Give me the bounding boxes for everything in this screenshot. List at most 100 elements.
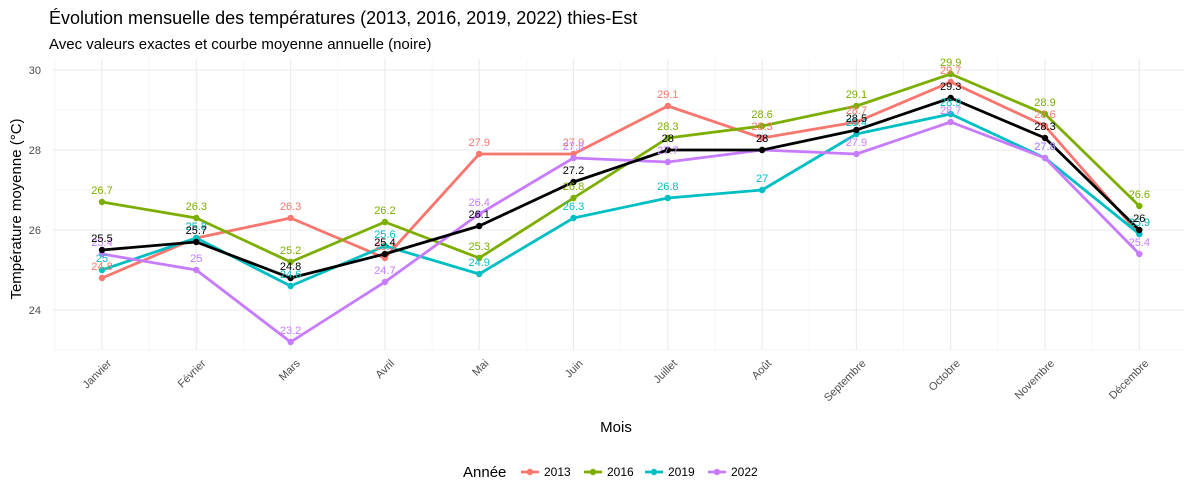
data-label-2016: 29.9 xyxy=(940,57,961,69)
data-label-2013: 24.8 xyxy=(91,261,112,273)
data-label-2019: 25.6 xyxy=(374,229,395,241)
legend-title: Année xyxy=(463,464,506,481)
data-point-mean xyxy=(287,274,294,282)
data-point-2016 xyxy=(287,258,294,266)
data-label-mean: 28.5 xyxy=(846,113,867,125)
data-label-2019: 24.6 xyxy=(280,269,301,281)
data-point-mean xyxy=(758,146,766,154)
data-point-2019 xyxy=(947,110,954,118)
data-label-2016: 26.2 xyxy=(374,205,395,217)
data-label-2016: 28.3 xyxy=(657,121,678,133)
legend-key-point xyxy=(526,468,534,476)
data-point-2013 xyxy=(98,274,106,282)
data-point-2016 xyxy=(1136,202,1143,210)
series-line-mean xyxy=(101,96,1141,280)
data-point-mean xyxy=(664,146,671,154)
data-label-2019: 27.8 xyxy=(1034,141,1055,153)
data-label-2013: 26.3 xyxy=(280,201,301,213)
legend-label: 2019 xyxy=(668,465,695,479)
x-tick-label: Janvier xyxy=(81,357,115,391)
data-point-mean xyxy=(476,222,483,230)
data-label-2013: 27.9 xyxy=(468,137,489,149)
data-label-mean: 25.5 xyxy=(91,233,112,245)
data-label-2019: 27 xyxy=(756,173,768,185)
legend-label: 2022 xyxy=(731,465,758,479)
data-label-2022: 25 xyxy=(190,253,202,265)
data-point-2019 xyxy=(664,194,671,202)
data-label-2013: 28.6 xyxy=(1034,109,1055,121)
data-label-2019: 25.8 xyxy=(186,221,207,233)
data-label-2013: 28.7 xyxy=(846,105,867,117)
data-label-2016: 28.6 xyxy=(751,109,772,121)
data-point-2022 xyxy=(381,278,389,286)
data-label-2022: 28.7 xyxy=(940,105,961,117)
data-label-mean: 27.2 xyxy=(563,165,584,177)
data-label-2022: 27.7 xyxy=(657,145,678,157)
data-label-2016: 26.3 xyxy=(186,201,207,213)
data-label-mean: 25.7 xyxy=(186,225,207,237)
data-label-mean: 24.8 xyxy=(280,261,301,273)
data-label-2016: 26.6 xyxy=(1129,189,1150,201)
data-label-mean: 26 xyxy=(1133,213,1145,225)
data-label-2019: 28.4 xyxy=(846,117,867,129)
data-label-2016: 25.2 xyxy=(280,245,301,257)
data-label-mean: 28 xyxy=(756,133,768,145)
data-point-2016 xyxy=(947,70,954,78)
data-label-mean: 28 xyxy=(662,133,674,145)
data-label-2016: 28.9 xyxy=(1034,97,1055,109)
data-label-2016: 25.3 xyxy=(468,241,489,253)
data-point-2016 xyxy=(853,102,860,110)
data-point-2016 xyxy=(381,218,389,226)
data-label-2022: 25.4 xyxy=(91,237,112,249)
data-point-mean xyxy=(98,246,106,254)
data-label-2022: 26.4 xyxy=(468,197,489,209)
data-label-2013: 25.8 xyxy=(186,221,207,233)
data-label-2016: 26.7 xyxy=(91,185,112,197)
series-layer xyxy=(98,70,1143,346)
data-point-2013 xyxy=(758,134,766,142)
data-point-2013 xyxy=(476,150,483,158)
data-label-layer: 24.8 25.8 26.3 25.3 27.9 27.9 29.1 28.3 28.7 29.7… xyxy=(91,57,1150,337)
series-line-2013 xyxy=(101,80,1141,280)
data-point-2013 xyxy=(664,102,671,110)
data-point-2022 xyxy=(947,118,954,126)
data-point-mean xyxy=(947,94,954,102)
data-point-2013 xyxy=(1041,122,1049,130)
data-label-2022: 27.9 xyxy=(846,137,867,149)
x-tick-label: Mai xyxy=(470,358,491,379)
data-point-2019 xyxy=(287,282,294,290)
data-label-2019: 26.3 xyxy=(563,201,584,213)
data-point-2022 xyxy=(664,158,671,166)
series-line-2016 xyxy=(101,72,1141,264)
data-point-mean xyxy=(381,250,389,258)
data-point-mean xyxy=(853,126,860,134)
x-tick-label: Avril xyxy=(374,358,397,381)
data-point-2022 xyxy=(476,210,483,218)
legend-key-point xyxy=(589,468,597,476)
data-label-2013: 29.7 xyxy=(940,65,961,77)
data-point-mean xyxy=(1136,226,1143,234)
x-axis-title: Mois xyxy=(600,419,632,436)
data-label-2022: 25.4 xyxy=(1129,237,1150,249)
data-point-2016 xyxy=(758,122,766,130)
data-point-2016 xyxy=(570,194,577,202)
data-label-2022: 24.7 xyxy=(374,265,395,277)
data-label-2013: 27.9 xyxy=(563,137,584,149)
data-label-2016: 26.8 xyxy=(563,181,584,193)
data-point-2022 xyxy=(1041,154,1049,162)
series-line-2019 xyxy=(101,112,1141,288)
data-point-2016 xyxy=(1041,110,1049,118)
data-label-2019: 25 xyxy=(96,253,108,265)
data-label-mean: 25.4 xyxy=(374,237,395,249)
data-label-2022: 28 xyxy=(756,133,768,145)
data-point-2013 xyxy=(947,78,954,86)
y-tick-label: 26 xyxy=(29,225,41,237)
data-label-2013: 25.3 xyxy=(374,241,395,253)
x-tick-label: Juillet xyxy=(652,358,680,386)
data-label-2013: 29.1 xyxy=(657,89,678,101)
data-label-mean: 28.3 xyxy=(1034,121,1055,133)
y-axis-title: Température moyenne (°C) xyxy=(8,118,25,299)
data-label-mean: 29.3 xyxy=(940,81,961,93)
x-tick-label: Septembre xyxy=(822,358,869,405)
